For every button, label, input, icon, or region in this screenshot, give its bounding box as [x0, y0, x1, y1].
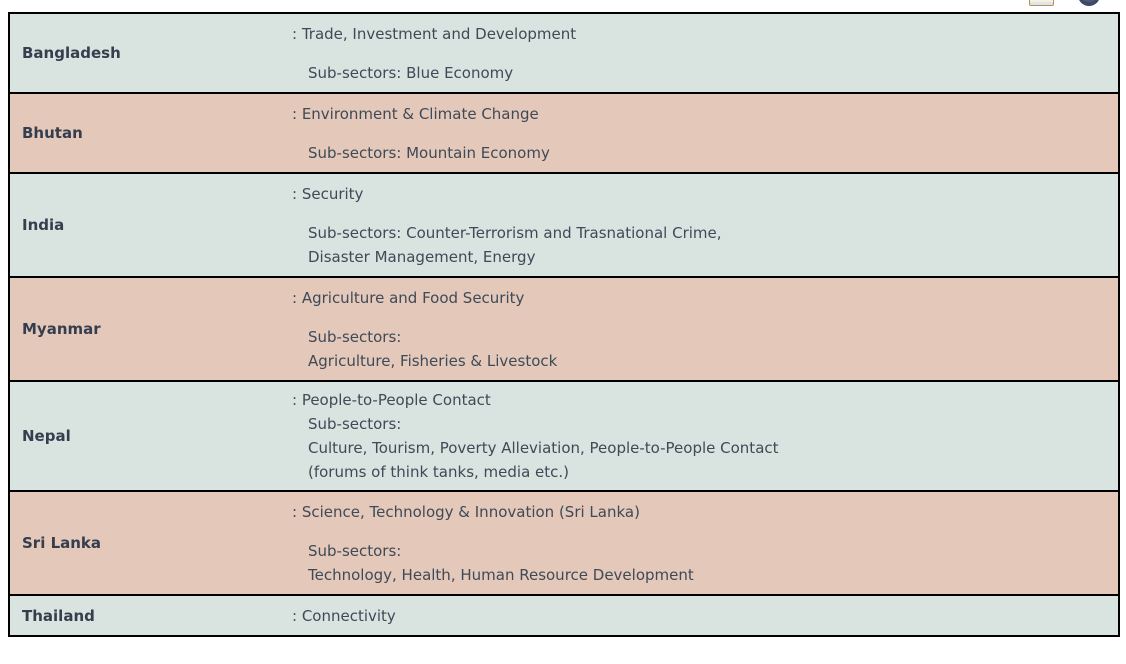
subsector-line: Sub-sectors: Mountain Economy [308, 143, 550, 162]
subsector-line: Sub-sectors: Blue Economy [308, 63, 514, 82]
subsector-block: Sub-sectors: Blue Economy [292, 61, 1108, 85]
subsector-line: Sub-sectors: [308, 541, 402, 560]
country-cell: India [22, 216, 65, 234]
sector-label: : Environment & Climate Change [292, 104, 539, 123]
table-row-thailand: Thailand : Connectivity [9, 595, 1119, 636]
sector-label: : Agriculture and Food Security [292, 288, 525, 307]
table-row-myanmar: Myanmar : Agriculture and Food Security … [9, 277, 1119, 381]
sector-cell: : Trade, Investment and Development Sub-… [292, 13, 1119, 93]
table-row-bangladesh: Bangladesh : Trade, Investment and Devel… [9, 13, 1119, 93]
subsector-block: Sub-sectors: Counter-Terrorism and Trasn… [292, 221, 1108, 269]
table-row-india: India : Security Sub-sectors: Counter-Te… [9, 173, 1119, 277]
sector-label: : People-to-People Contact [292, 391, 491, 409]
subsector-line: Culture, Tourism, Poverty Alleviation, P… [308, 439, 779, 457]
subsector-block: Sub-sectors: Mountain Economy [292, 141, 1108, 165]
table-row-bhutan: Bhutan : Environment & Climate Change Su… [9, 93, 1119, 173]
subsector-line: Sub-sectors: Counter-Terrorism and Trasn… [308, 223, 722, 242]
globe-icon[interactable] [1078, 0, 1100, 6]
country-cell: Sri Lanka [22, 534, 102, 552]
table-row-nepal: Nepal : People-to-People Contact Sub-sec… [9, 381, 1119, 491]
toolbar [0, 0, 1126, 10]
subsector-block: Sub-sectors: Agriculture, Fisheries & Li… [292, 325, 1108, 373]
sector-cell: : Environment & Climate Change Sub-secto… [292, 93, 1119, 173]
sector-cell: : Connectivity [292, 595, 1119, 636]
country-cell: Thailand [22, 606, 95, 625]
subsector-line: Technology, Health, Human Resource Devel… [308, 565, 694, 584]
sector-label: : Security [292, 184, 364, 203]
country-cell: Myanmar [22, 320, 101, 338]
print-icon[interactable] [1029, 0, 1054, 6]
country-cell: Bangladesh [22, 44, 121, 62]
country-cell: Nepal [22, 427, 71, 445]
subsector-block: Sub-sectors: Technology, Health, Human R… [292, 539, 1108, 587]
subsector-line: (forums of think tanks, media etc.) [308, 463, 570, 481]
subsector-block: Sub-sectors: Culture, Tourism, Poverty A… [292, 412, 1108, 484]
sector-label: : Trade, Investment and Development [292, 24, 577, 43]
table-row-sri-lanka: Sri Lanka : Science, Technology & Innova… [9, 491, 1119, 595]
sector-cell: : Science, Technology & Innovation (Sri … [292, 491, 1119, 595]
sector-cell: : Agriculture and Food Security Sub-sect… [292, 277, 1119, 381]
subsector-line: Sub-sectors: [308, 327, 402, 346]
sector-label: : Science, Technology & Innovation (Sri … [292, 502, 640, 521]
sector-cell: : Security Sub-sectors: Counter-Terroris… [292, 173, 1119, 277]
sector-cell: : People-to-People Contact Sub-sectors: … [292, 381, 1119, 491]
sector-label: : Connectivity [292, 606, 396, 625]
country-sector-table: Bangladesh : Trade, Investment and Devel… [8, 12, 1120, 637]
subsector-line: Disaster Management, Energy [308, 247, 536, 266]
subsector-line: Agriculture, Fisheries & Livestock [308, 351, 558, 370]
country-cell: Bhutan [22, 124, 83, 142]
subsector-line: Sub-sectors: [308, 415, 402, 433]
